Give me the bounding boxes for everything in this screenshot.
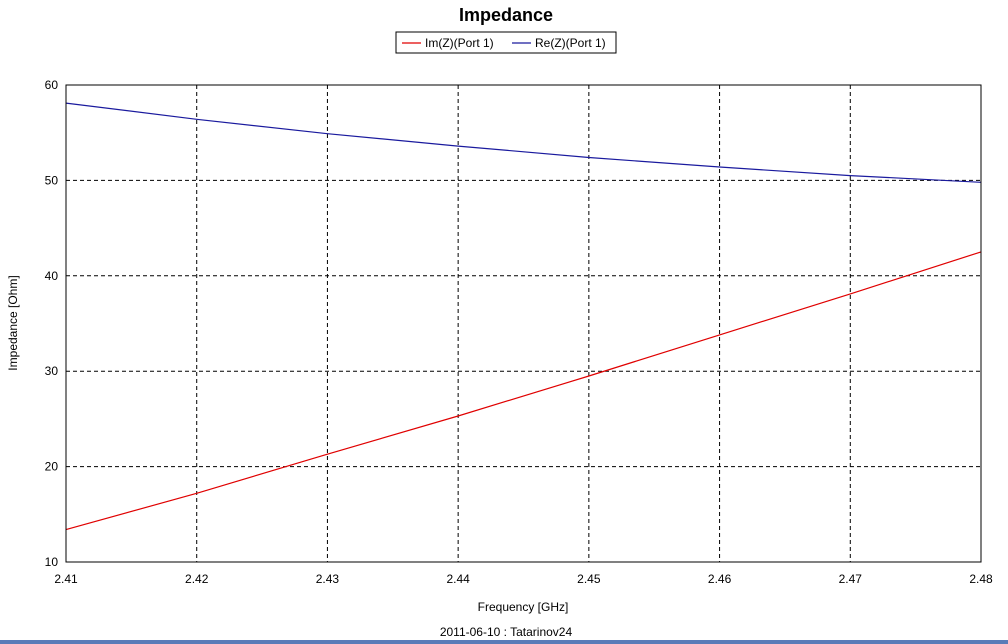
y-tick-label: 40 [45,269,59,283]
x-tick-label: 2.47 [839,572,863,586]
legend-box [395,31,617,54]
y-axis-label: Impedance [Ohm] [6,275,20,370]
legend-label-im: Im(Z)(Port 1) [425,36,494,50]
y-tick-label: 50 [45,173,59,187]
x-tick-label: 2.48 [969,572,993,586]
y-tick-label: 30 [45,364,59,378]
y-tick-label: 10 [45,555,59,569]
chart-title: Impedance [459,5,553,25]
x-tick-label: 2.44 [446,572,470,586]
series-line-im [65,251,982,531]
x-tick-label: 2.45 [577,572,601,586]
legend-label-re: Re(Z)(Port 1) [535,36,606,50]
y-tick-label: 20 [45,460,59,474]
x-axis-label: Frequency [GHz] [478,600,569,614]
tick-labels: 2.41 2.42 2.43 2.44 2.45 2.46 2.47 2.48 10 20 30 40… [45,78,993,586]
y-tick-label: 60 [45,78,59,92]
x-tick-label: 2.43 [316,572,340,586]
series-line-re [65,102,982,183]
chart-footer: 2011-06-10 : Tatarinov24 [440,625,573,639]
window-bottom-bar [0,640,1008,644]
grid [66,85,981,562]
x-tick-label: 2.41 [54,572,78,586]
series-layer [65,102,982,531]
x-tick-label: 2.46 [708,572,732,586]
x-tick-label: 2.42 [185,572,209,586]
plot-frame [65,84,982,563]
legend: Im(Z)(Port 1) Re(Z)(Port 1) [395,31,617,54]
